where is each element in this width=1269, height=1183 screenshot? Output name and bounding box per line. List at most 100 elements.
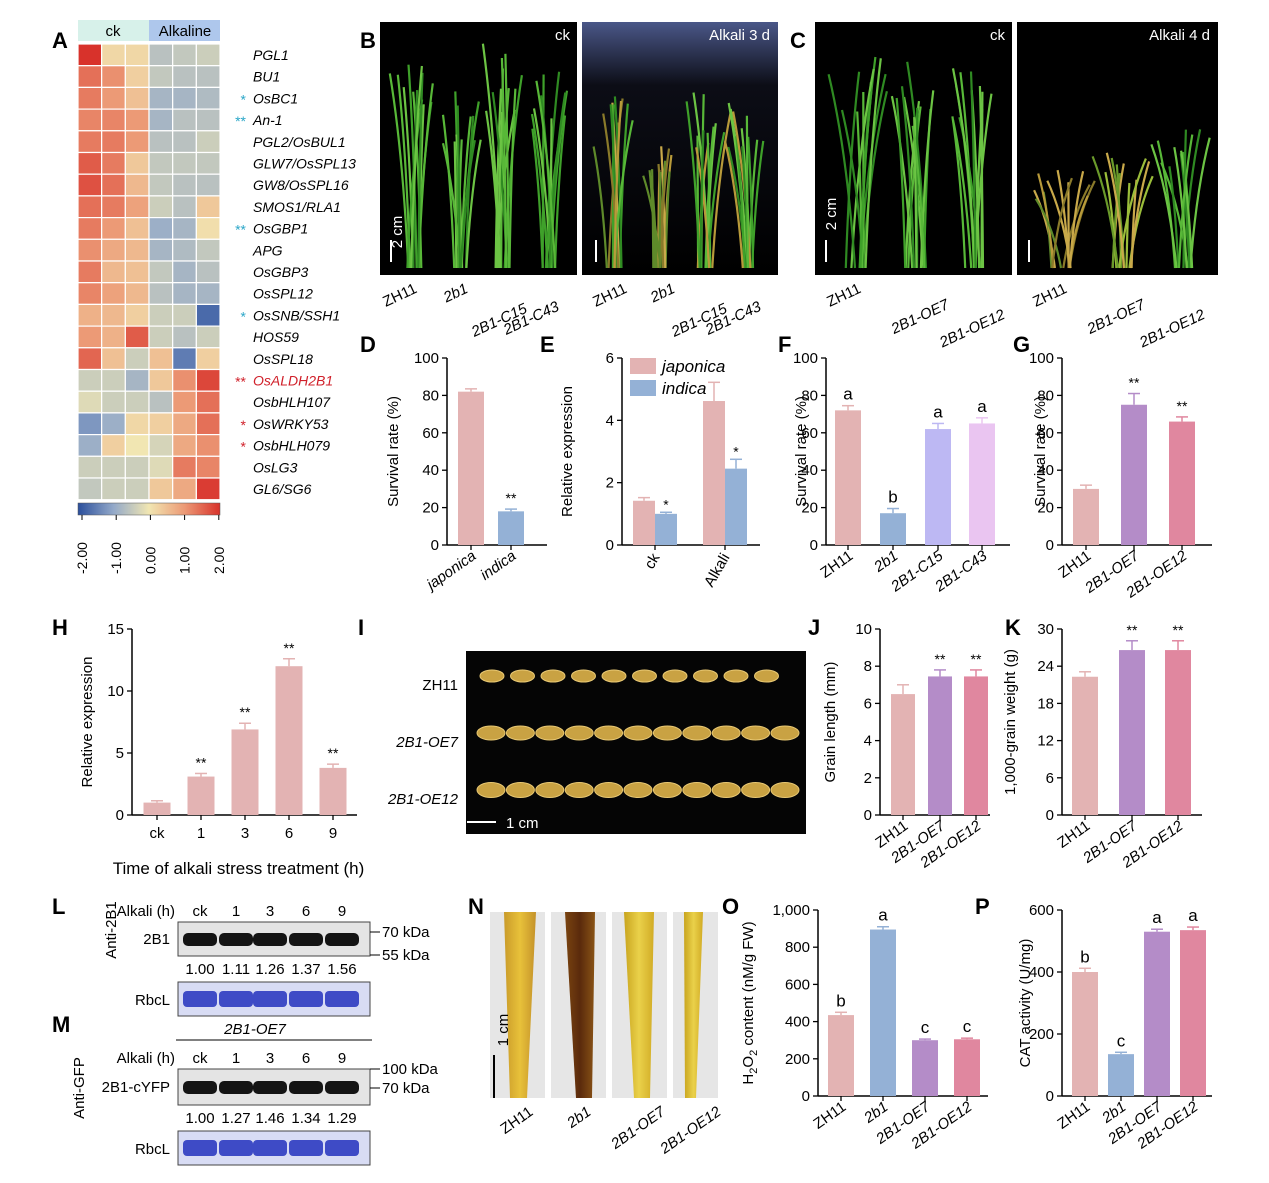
- rice-leaf: [699, 130, 705, 269]
- rice-leaf: [548, 92, 567, 269]
- heatmap-cell: [124, 303, 150, 327]
- y-tick-label: 60: [1037, 425, 1054, 442]
- rice-leaf: [465, 139, 482, 269]
- leaf-zh11: [504, 912, 536, 1098]
- heatmap-cell: [124, 325, 150, 349]
- heatmap-cell: [148, 412, 174, 436]
- rice-leaf: [650, 175, 658, 269]
- significance-star: **: [284, 640, 295, 656]
- heatmap-cell: [77, 86, 103, 110]
- heatmap-cell: [77, 368, 103, 392]
- rice-grain: [571, 669, 596, 683]
- rbcl-band: [289, 1140, 323, 1156]
- rice-leaf: [1105, 152, 1125, 269]
- colorbar: [77, 502, 221, 516]
- bar: [703, 401, 725, 545]
- x-tick-label: 2b1: [860, 1098, 891, 1127]
- rice-leaf: [907, 106, 922, 269]
- bar: [969, 423, 995, 545]
- heatmap-cell: [148, 173, 174, 197]
- heatmap-cell: [124, 412, 150, 436]
- heatmap-cell: [172, 86, 197, 110]
- x-tick-label: ZH11: [1055, 547, 1094, 581]
- gene-label: BU1: [253, 69, 280, 85]
- rice-leaf: [900, 86, 916, 269]
- significance-star: **: [196, 754, 207, 770]
- heatmap-cell: [172, 477, 197, 501]
- heatmap-cell: [172, 390, 197, 414]
- rice-grain: [754, 669, 779, 683]
- band-quant: 1.11: [222, 961, 250, 978]
- rbcl-band: [325, 991, 359, 1007]
- rice-leaf: [695, 147, 711, 269]
- heatmap-cell: [148, 238, 174, 262]
- bar: [1119, 650, 1145, 815]
- heatmap-cell: [172, 151, 197, 175]
- significance-letter: c: [963, 1017, 972, 1036]
- line-c-label: 2B1-OE7: [1084, 296, 1149, 338]
- timepoint-label: 6: [302, 1050, 310, 1067]
- bar: [1072, 676, 1098, 815]
- rice-grain: [535, 782, 565, 798]
- y-tick-label: 0: [1046, 537, 1054, 554]
- antibody-label: Anti-GFP: [71, 1057, 88, 1119]
- heatmap-cell: [101, 217, 126, 240]
- legend-label: japonica: [660, 357, 725, 376]
- y-tick-label: 6: [864, 695, 872, 712]
- significance-letter: a: [1152, 908, 1162, 927]
- heatmap-cell: [148, 260, 174, 284]
- heatmap-cell: [77, 260, 103, 284]
- rice-leaf: [723, 140, 744, 269]
- panel-label-j: J: [808, 615, 820, 640]
- heatmap-cell: [172, 108, 197, 132]
- significance-star: **: [935, 651, 946, 667]
- rice-leaf: [613, 100, 623, 269]
- panel-label-c: C: [790, 28, 806, 53]
- y-tick-label: 0: [1046, 807, 1054, 824]
- rice-grain: [770, 782, 800, 798]
- band-label: RbcL: [135, 992, 170, 1009]
- protein-band: [253, 933, 287, 946]
- heatmap-cell: [148, 303, 174, 327]
- line-b-label: 2B1-C43: [702, 298, 764, 339]
- y-axis-label: Survival rate (%): [793, 396, 810, 507]
- heatmap-cell: [124, 455, 150, 479]
- significance-star: **: [1127, 622, 1138, 638]
- rice-leaf: [711, 111, 732, 269]
- heatmap-cell: [124, 238, 150, 262]
- heatmap-alkaline-header: [149, 20, 220, 41]
- gene-label: OsSNB/SSH1: [253, 307, 340, 323]
- y-tick-label: 80: [422, 387, 439, 404]
- y-tick-label: 4: [606, 412, 614, 429]
- heatmap-cell: [195, 195, 221, 219]
- rice-grain: [564, 782, 594, 798]
- gene-label: PGL2/OsBUL1: [253, 134, 346, 150]
- leaf-oe12: [684, 912, 703, 1098]
- heatmap-cell: [172, 173, 197, 197]
- significance-star: *: [663, 496, 669, 512]
- rbcl-band: [253, 991, 287, 1007]
- band-quant: 1.00: [185, 1110, 214, 1127]
- heatmap-cell: [172, 434, 197, 457]
- y-tick-label: 40: [801, 462, 818, 479]
- bar: [633, 500, 655, 545]
- y-tick-label: 20: [422, 500, 439, 517]
- band-quant: 1.26: [255, 961, 284, 978]
- blot-title: 2B1-OE7: [223, 1021, 286, 1038]
- heatmap-cell: [101, 390, 126, 414]
- legend-swatch: [630, 380, 656, 396]
- heatmap-cell: [77, 108, 103, 132]
- heatmap-cell: [101, 173, 126, 197]
- y-tick-label: 0: [1046, 1088, 1054, 1105]
- protein-band: [253, 1081, 287, 1094]
- timepoint-label: 1: [232, 1050, 240, 1067]
- y-tick-label: 6: [606, 350, 614, 367]
- gene-label: PGL1: [253, 47, 289, 63]
- heatmap-cell: [195, 412, 221, 436]
- rice-leaf: [417, 72, 424, 269]
- panel-label-n: N: [468, 894, 484, 919]
- rice-leaf: [530, 113, 549, 269]
- heatmap-cell: [172, 65, 197, 88]
- bar: [498, 511, 524, 545]
